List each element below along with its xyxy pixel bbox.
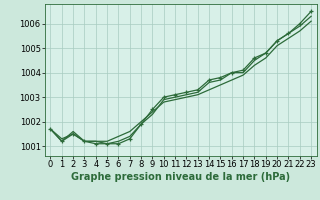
X-axis label: Graphe pression niveau de la mer (hPa): Graphe pression niveau de la mer (hPa)	[71, 172, 290, 182]
